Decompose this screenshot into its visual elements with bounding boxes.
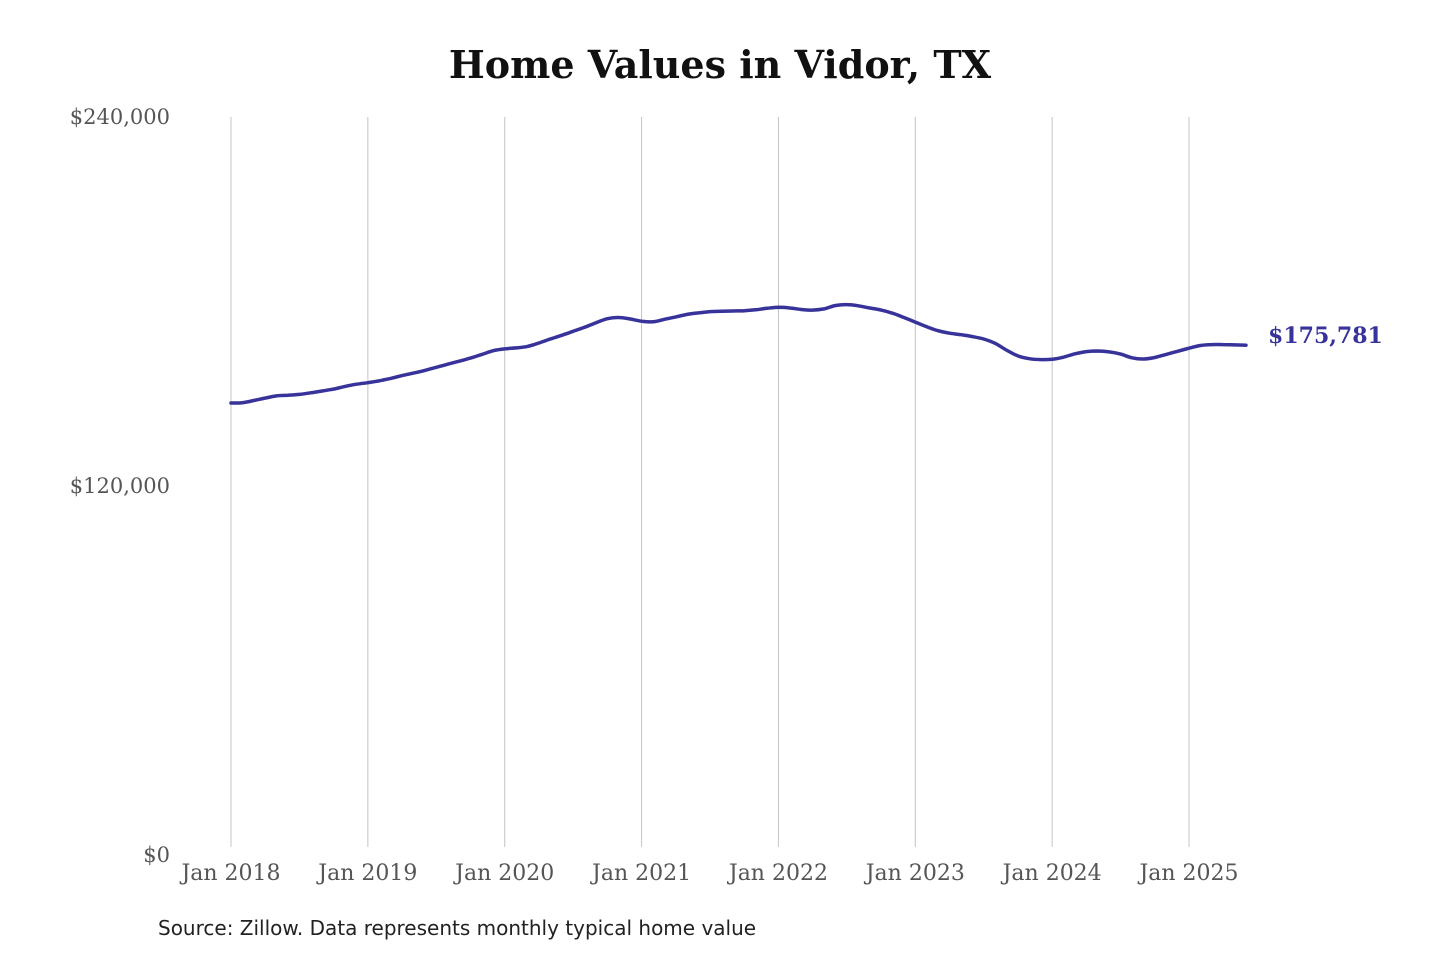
home-value-line <box>229 302 1248 405</box>
source-note: Source: Zillow. Data represents monthly … <box>158 916 757 940</box>
x-tick-label: Jan 2024 <box>1001 861 1102 886</box>
chart-title: Home Values in Vidor, TX <box>448 42 992 87</box>
x-tick-label: Jan 2022 <box>727 861 828 886</box>
x-tick-label: Jan 2019 <box>316 861 417 886</box>
y-tick-label: $120,000 <box>70 474 170 498</box>
x-tick-label: Jan 2021 <box>590 861 691 886</box>
x-tick-label: Jan 2018 <box>179 861 280 886</box>
y-tick-label: $0 <box>143 843 170 867</box>
y-tick-label: $240,000 <box>70 105 170 129</box>
x-tick-label: Jan 2023 <box>864 861 965 886</box>
x-tick-label: Jan 2020 <box>453 861 554 886</box>
end-value-label: $175,781 <box>1268 323 1383 349</box>
x-tick-label: Jan 2025 <box>1137 861 1238 886</box>
